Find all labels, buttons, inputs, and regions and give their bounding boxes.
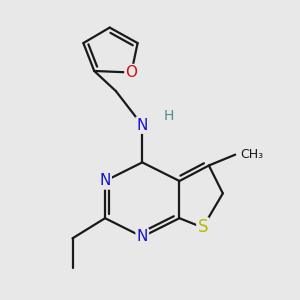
Text: O: O [125,65,137,80]
Text: N: N [136,229,148,244]
Text: S: S [197,218,208,236]
Text: N: N [136,118,148,133]
Text: N: N [99,173,111,188]
Text: H: H [164,109,174,123]
Text: CH₃: CH₃ [240,148,263,161]
